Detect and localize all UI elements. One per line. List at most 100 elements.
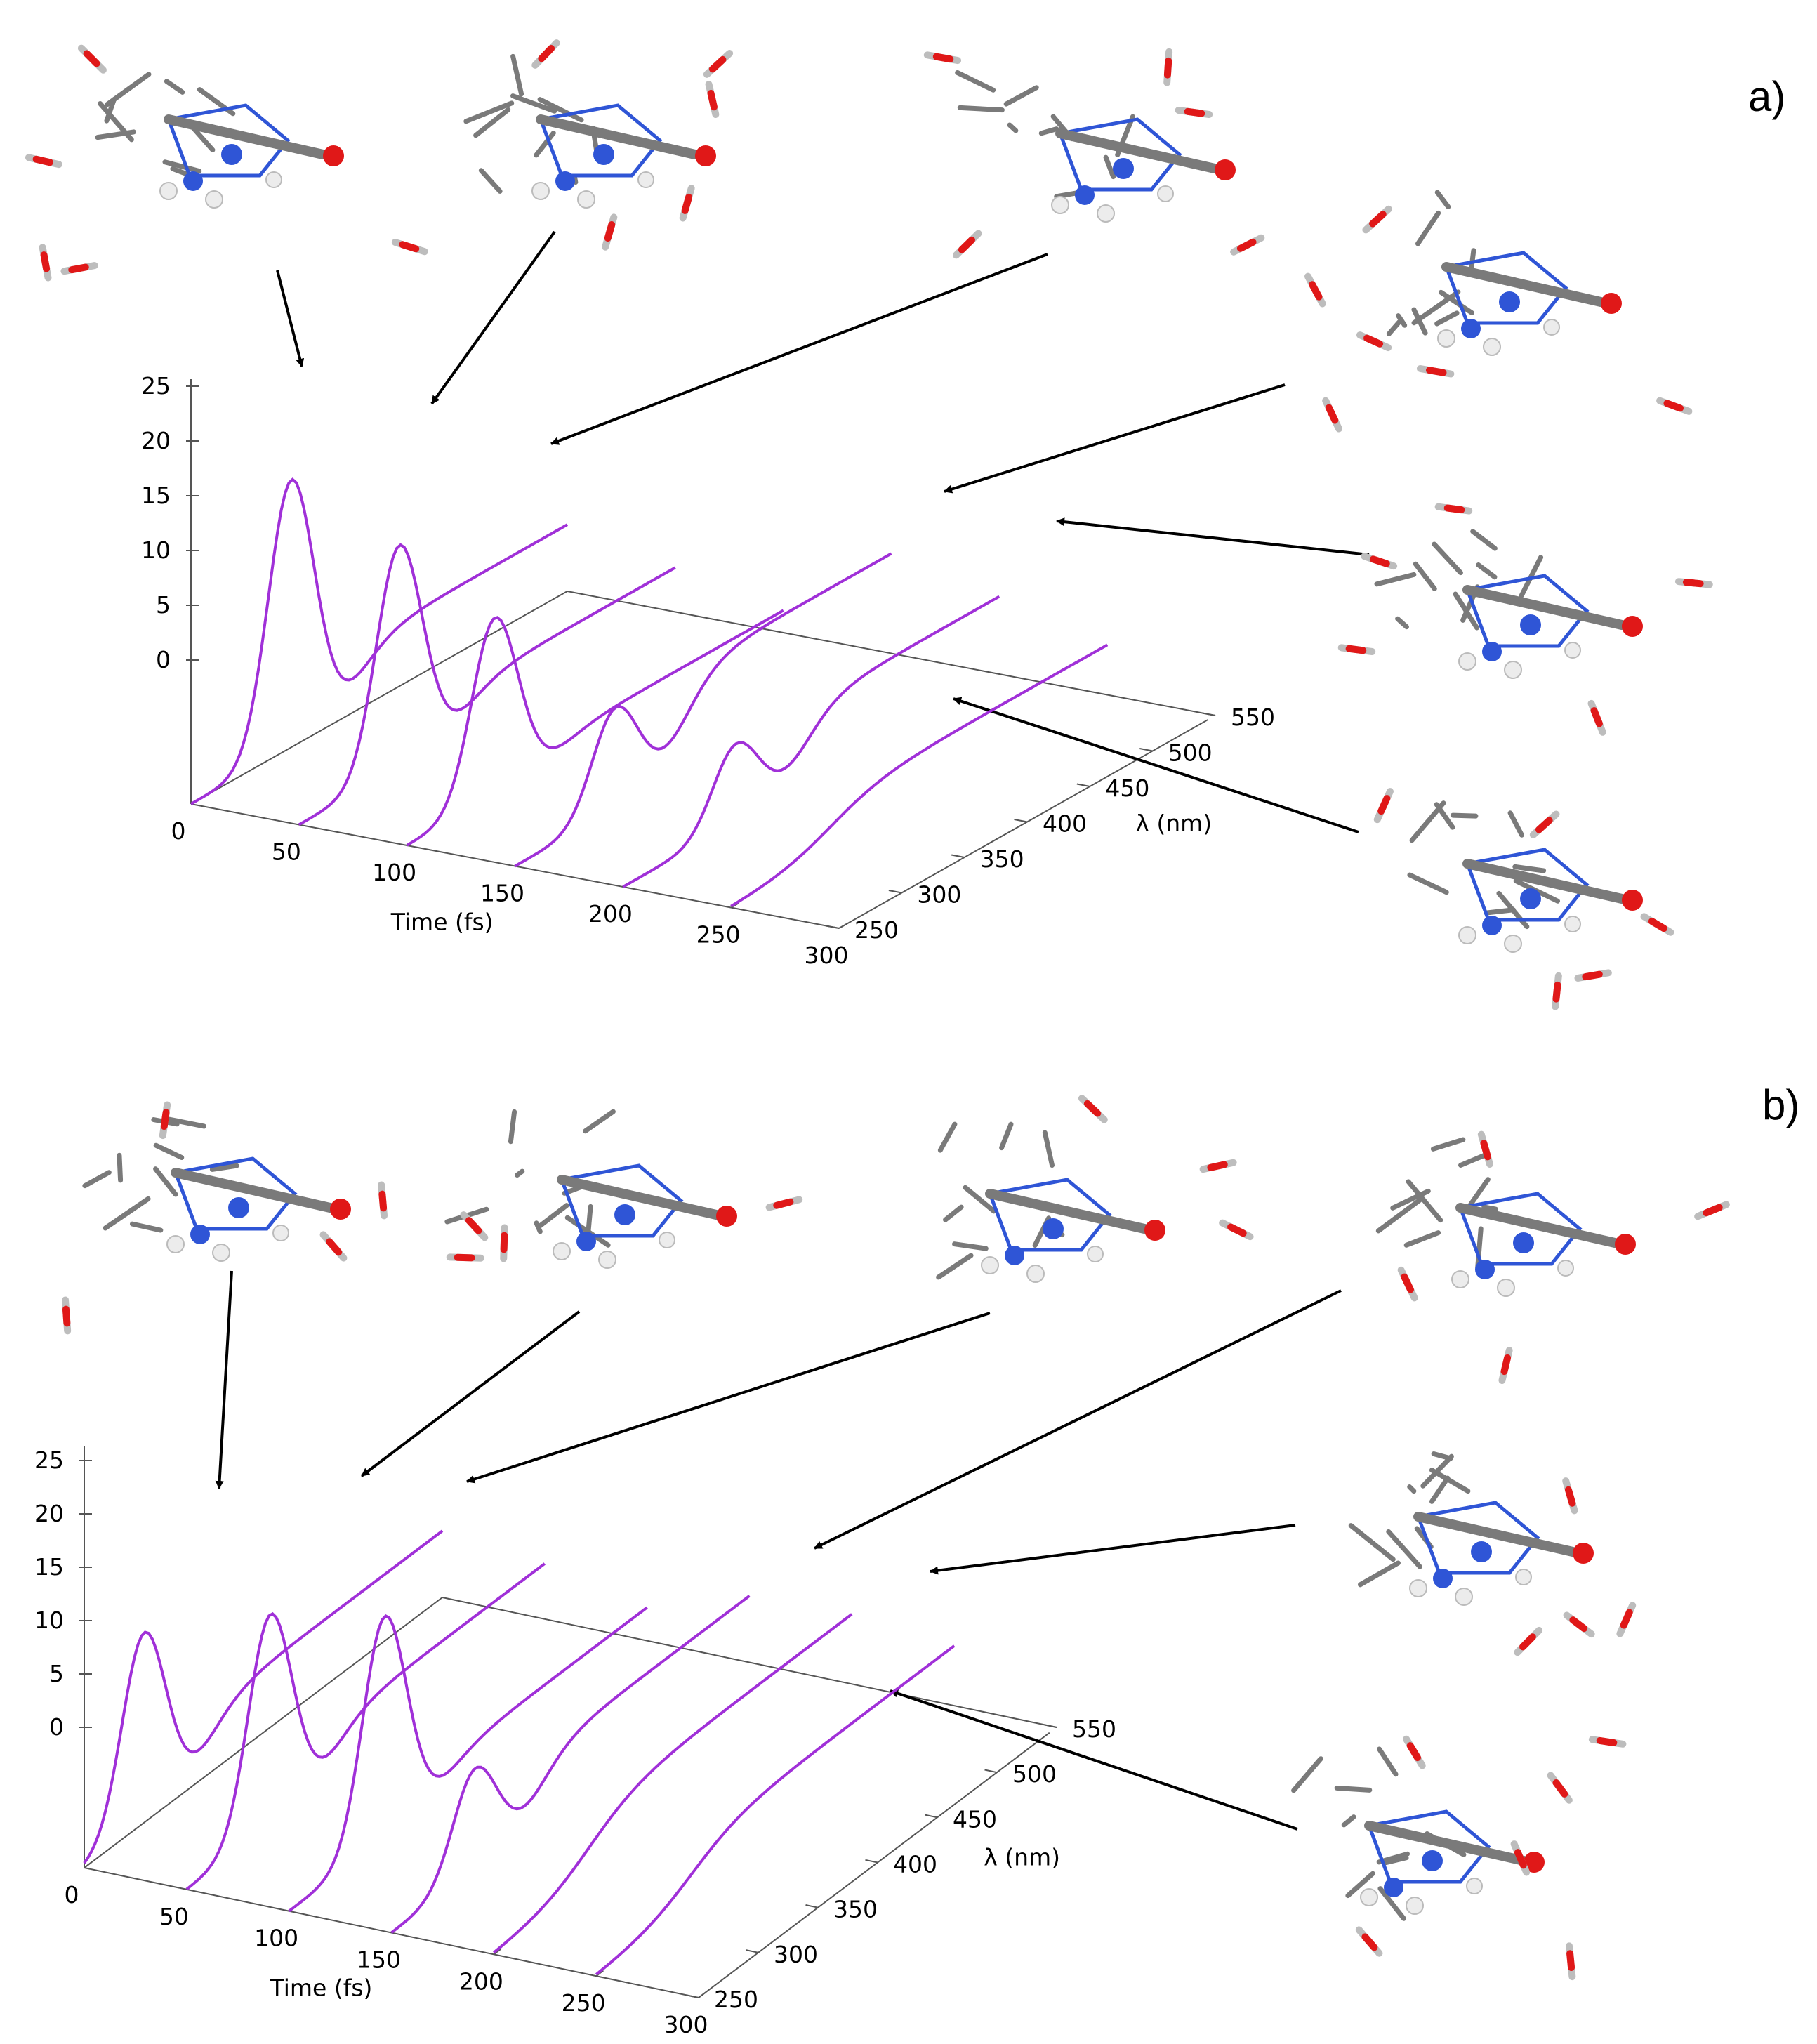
carbon-bond	[1434, 310, 1460, 327]
water-oxygen	[1519, 1633, 1536, 1651]
carbon-bond	[117, 1152, 124, 1183]
carbon-bond	[1403, 1230, 1441, 1248]
hydrogen-atom	[1483, 338, 1501, 356]
time-tick-label: 0	[171, 817, 186, 845]
time-tick-mark	[698, 1991, 706, 1998]
water-oxygen	[1363, 334, 1384, 348]
pointer-arrow	[215, 1270, 233, 1489]
hydrogen-atom	[1458, 652, 1476, 671]
water-oxygen	[1401, 1273, 1414, 1293]
hydrogen-atom	[981, 1256, 999, 1274]
carbon-bond	[1042, 1130, 1055, 1168]
water-oxygen	[1443, 504, 1465, 514]
water-oxygen	[1325, 404, 1339, 424]
spectrum-line-150fs	[514, 552, 892, 868]
lambda-tick-mark	[865, 1859, 878, 1864]
lambda-tick-mark	[686, 1994, 699, 1998]
carbon-bond	[1007, 122, 1019, 133]
ring-bond	[171, 1168, 335, 1213]
oxygen-atom	[716, 1206, 737, 1227]
hydrogen-atom	[553, 1242, 571, 1260]
nitrogen-atom	[1043, 1218, 1064, 1239]
lambda-tick-mark	[1014, 818, 1028, 823]
water-oxygen	[1552, 981, 1561, 1003]
far-lambda-axis	[698, 1732, 1050, 1998]
carbon-bond	[153, 1142, 185, 1161]
water-oxygen	[1207, 1161, 1228, 1171]
nitrogen-atom	[1471, 1541, 1492, 1562]
carbon-bond	[537, 97, 584, 123]
carbon-bond	[1103, 154, 1116, 180]
ring-outline	[987, 1178, 1112, 1252]
carbon-bond	[1291, 1756, 1323, 1793]
lambda-tick-mark	[1139, 747, 1153, 752]
carbon-bond	[1341, 1814, 1356, 1828]
carbon-bond	[1407, 1484, 1417, 1494]
time-tick-label: 300	[805, 942, 849, 969]
carbon-bond	[955, 70, 996, 93]
ring-bond	[1413, 1512, 1578, 1557]
carbon-bond	[1377, 1746, 1399, 1777]
intensity-tick-label: 20	[141, 427, 171, 454]
intensity-tick-label: 5	[156, 591, 171, 619]
lambda-tick-mark	[1202, 712, 1216, 716]
hydrogen-atom	[598, 1251, 616, 1269]
time-tick-label: 200	[459, 1967, 503, 1995]
water-oxygen	[83, 50, 100, 67]
lambda-axis-label: λ (nm)	[1135, 810, 1212, 837]
water-oxygen	[1596, 1736, 1618, 1746]
water-oxygen	[1345, 645, 1367, 654]
water-oxygen	[538, 45, 555, 62]
nitrogen-atom	[183, 171, 203, 191]
lambda-tick-label: 450	[1105, 774, 1149, 802]
water-oxygen	[1369, 555, 1390, 567]
hydrogen-atom	[1504, 935, 1522, 953]
ring-outline	[1465, 848, 1590, 922]
carbon-bond	[1415, 210, 1441, 246]
lambda-tick-label: 250	[714, 1986, 758, 2013]
snapshots-panel-a	[25, 39, 1713, 1010]
time-tick-mark	[838, 923, 847, 929]
water-oxygen	[40, 251, 51, 272]
water-oxygen	[326, 1238, 343, 1256]
time-tick-label: 150	[480, 880, 524, 907]
time-tick-label: 50	[159, 1903, 189, 1930]
hydrogen-atom	[1087, 1246, 1104, 1262]
oxygen-atom	[1144, 1220, 1165, 1241]
water-oxygen	[1552, 1779, 1568, 1798]
ring-bond	[1455, 1203, 1620, 1248]
molecule-snapshot	[1348, 1451, 1637, 1656]
carbon-bond	[1395, 616, 1409, 630]
time-axis-label: Time (fs)	[390, 908, 494, 935]
water-oxygen	[160, 1109, 170, 1130]
carbon-bond	[537, 1203, 569, 1229]
pointer-arrow	[944, 383, 1286, 494]
carbon-bond	[1377, 1886, 1406, 1921]
hydrogen-atom	[1051, 196, 1069, 214]
carbon-bond	[1345, 1871, 1375, 1899]
time-tick-label: 250	[696, 921, 741, 949]
nitrogen-atom	[1482, 916, 1502, 935]
ring-bond	[1441, 262, 1606, 307]
molecule-snapshot	[1291, 1735, 1627, 1981]
carbon-bond	[943, 1204, 964, 1222]
lambda-tick-label: 550	[1231, 704, 1275, 731]
hydrogen-atom	[1543, 319, 1560, 336]
spectra-panel-a	[190, 477, 1109, 908]
lambda-tick-label: 500	[1012, 1760, 1057, 1788]
water-oxygen	[604, 221, 616, 242]
intensity-tick-label: 0	[49, 1713, 64, 1741]
lambda-tick-label: 550	[1072, 1715, 1116, 1743]
intensity-tick-label: 15	[141, 482, 171, 509]
nitrogen-atom	[1422, 1850, 1443, 1871]
carbon-bond	[473, 107, 511, 138]
intensity-tick-label: 0	[156, 646, 171, 673]
time-tick-label: 250	[562, 1989, 606, 2017]
carbon-bond	[1386, 319, 1402, 336]
nitrogen-atom	[555, 171, 575, 191]
nitrogen-atom	[1482, 642, 1502, 661]
ring-bond	[1462, 585, 1627, 630]
carbon-bond	[999, 1121, 1014, 1151]
carbon-bond	[209, 1163, 239, 1172]
time-tick-mark	[493, 1948, 502, 1956]
